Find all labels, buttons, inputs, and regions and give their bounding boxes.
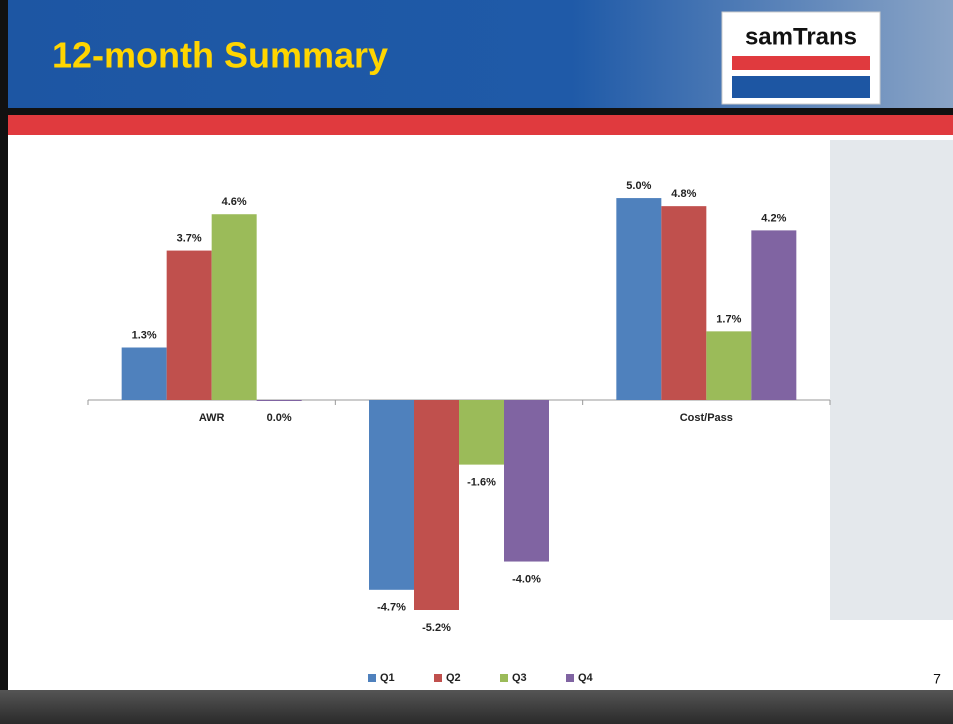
red-stripe [0,115,953,135]
x-tick-label: AWR [199,412,225,424]
legend-label: Q3 [512,672,527,684]
bar [661,206,707,400]
logo-text: samTrans [745,23,857,50]
plot: AWRPass/VSHCost/Pass1.3%-4.7%5.0%3.7%-5.… [87,180,831,684]
header-rule [0,108,953,115]
bar [504,400,549,562]
value-label: -4.7% [377,602,406,614]
page-number: 7 [933,671,941,687]
value-label: 4.8% [671,188,696,200]
logo-blue [732,76,870,98]
bar [616,198,662,400]
footer-bar [0,690,953,724]
value-label: 1.7% [716,313,741,325]
legend-swatch [368,674,376,682]
legend-label: Q4 [578,672,594,684]
value-label: -1.6% [467,477,496,489]
legend-label: Q1 [380,672,395,684]
value-label: 4.2% [761,212,786,224]
bar [414,400,459,610]
value-label: 4.6% [222,196,247,208]
value-label: -5.2% [422,622,451,634]
x-tick-label: Cost/Pass [680,412,733,424]
legend-swatch [566,674,574,682]
bar [166,250,212,400]
legend-label: Q2 [446,672,461,684]
bar [121,347,167,400]
bus-photo [830,140,953,620]
bar [459,400,504,465]
bar [369,400,414,590]
value-label: 0.0% [267,412,292,424]
slide-title: 12-month Summary [52,35,388,76]
legend-swatch [434,674,442,682]
value-label: -4.0% [512,573,541,585]
left-border [0,0,8,724]
value-label: 1.3% [132,329,157,341]
value-label: 5.0% [626,180,651,192]
bar [256,400,302,401]
bar [211,214,257,400]
bar [751,230,797,400]
legend-swatch [500,674,508,682]
logo-red [732,56,870,70]
value-label: 3.7% [177,232,202,244]
bar [706,331,752,400]
